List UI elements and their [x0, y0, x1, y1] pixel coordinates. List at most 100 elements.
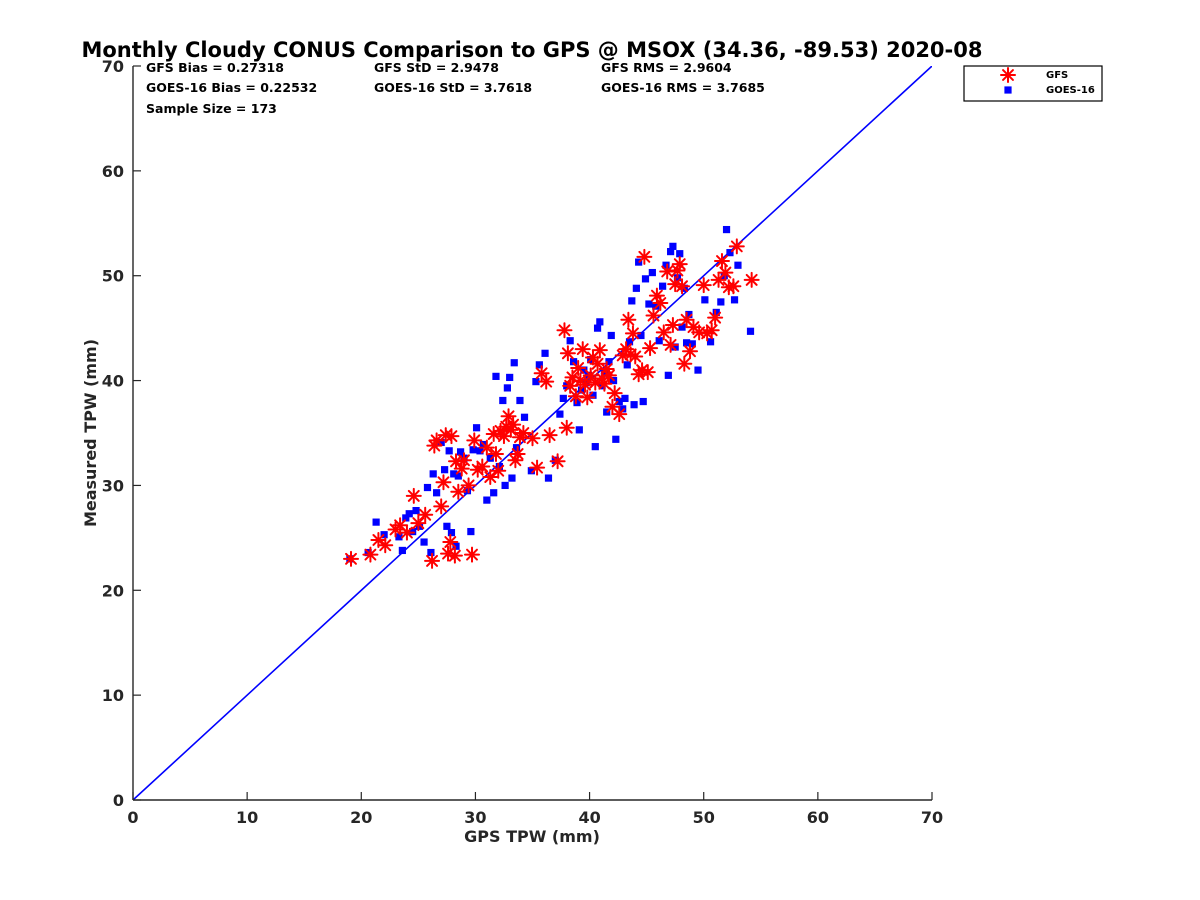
y-tick-label: 30 — [102, 476, 124, 495]
gfs-point — [549, 453, 566, 470]
goes-16-point — [492, 372, 500, 380]
gfs-point — [652, 294, 669, 311]
gfs-point — [556, 322, 573, 339]
gfs-point — [725, 278, 742, 295]
x-axis-ticks: 0 10 20 30 40 50 60 70 — [127, 792, 943, 827]
goes-16-point — [628, 297, 636, 305]
goes-16-point — [490, 489, 498, 497]
legend: GFS GOES-16 — [963, 65, 1103, 102]
gfs-point — [695, 277, 712, 294]
gfs-point — [669, 262, 686, 279]
goes-16-point — [456, 448, 465, 456]
gfs-series — [343, 238, 760, 569]
x-tick-label: 10 — [236, 808, 258, 827]
goes-16-point — [476, 447, 484, 455]
goes-16-point — [506, 373, 514, 382]
gfs-point — [671, 256, 688, 273]
gfs-point — [370, 531, 387, 548]
goes-16-point — [508, 474, 516, 482]
gfs-point — [538, 373, 555, 390]
goes-16-point — [450, 470, 458, 478]
y-axis-label: Measured TPW (mm) — [81, 339, 100, 527]
goes-16-point — [625, 338, 634, 346]
gfs-point — [478, 439, 495, 456]
legend-gfs-label: GFS — [1046, 70, 1068, 81]
goes-16-std-text: GOES-16 StD = 3.7618 — [374, 80, 532, 95]
x-tick-label: 50 — [693, 808, 715, 827]
goes-16-point — [443, 522, 451, 530]
goes-16-point — [676, 250, 684, 258]
gfs-point — [466, 432, 483, 449]
goes-16-point — [596, 318, 604, 326]
x-tick-label: 0 — [127, 808, 138, 827]
goes-16-point — [499, 396, 507, 405]
x-tick-label: 60 — [807, 808, 829, 827]
goes-16-point — [510, 359, 518, 367]
gfs-point — [707, 309, 724, 326]
gfs-point — [460, 477, 477, 494]
goes-16-point — [535, 361, 543, 369]
goes-16-point — [734, 261, 742, 269]
goes-16-point — [556, 410, 564, 418]
goes-16-point — [682, 339, 691, 347]
gfs-point — [682, 343, 699, 360]
gfs-point — [424, 552, 441, 569]
gfs-point — [574, 341, 591, 358]
x-tick-label: 40 — [578, 808, 600, 827]
goes-16-point — [580, 366, 588, 374]
goes-16-rms-text: GOES-16 RMS = 3.7685 — [601, 80, 765, 95]
gfs-point — [743, 271, 760, 288]
gfs-point — [604, 398, 621, 415]
statistics-annotations: GFS Bias = 0.27318 GFS StD = 2.9478 GFS … — [146, 60, 765, 116]
gfs-point — [611, 406, 628, 423]
gfs-point — [614, 347, 631, 364]
goes-16-point — [437, 438, 445, 447]
goes-16-point — [402, 514, 410, 522]
goes-16-point — [621, 394, 629, 402]
gfs-point — [433, 498, 450, 515]
gfs-point — [450, 483, 467, 500]
y-tick-label: 50 — [102, 267, 124, 286]
goes-16-point — [667, 247, 675, 256]
goes-16-point — [569, 358, 578, 366]
gfs-point — [443, 428, 460, 445]
goes-16-point — [559, 394, 567, 402]
goes-16-point — [532, 378, 540, 386]
gfs-point — [529, 459, 546, 476]
goes-16-point — [630, 401, 638, 409]
goes-16-point — [671, 343, 679, 351]
goes-16-point — [717, 298, 725, 306]
gfs-point — [362, 546, 379, 563]
goes-16-point — [662, 261, 670, 269]
goes-16-point — [503, 384, 511, 392]
y-tick-label: 0 — [113, 791, 124, 810]
y-tick-label: 70 — [102, 57, 124, 76]
gfs-std-text: GFS StD = 2.9478 — [374, 60, 499, 75]
goes-16-point — [469, 446, 477, 454]
y-tick-label: 60 — [102, 162, 124, 181]
gfs-point — [505, 416, 522, 433]
plot-area — [133, 66, 932, 800]
gfs-point — [636, 248, 653, 265]
y-tick-label: 10 — [102, 686, 124, 705]
goes-16-point — [405, 510, 413, 518]
goes-16-point — [429, 470, 437, 478]
goes-16-point — [495, 462, 503, 471]
goes-16-point — [409, 527, 417, 536]
goes-16-point — [420, 538, 428, 546]
gfs-point — [676, 355, 693, 372]
goes-16-point — [520, 413, 529, 421]
goes-16-point — [544, 474, 553, 482]
x-tick-label: 30 — [464, 808, 486, 827]
gfs-point — [567, 388, 584, 405]
gfs-point — [642, 340, 659, 357]
goes-16-point — [441, 466, 449, 474]
goes-16-point — [398, 546, 406, 555]
goes-16-point — [694, 366, 702, 374]
gfs-point — [664, 316, 681, 333]
goes-16-point — [372, 518, 380, 526]
goes-16-point — [652, 302, 660, 310]
goes-16-point — [655, 337, 663, 345]
